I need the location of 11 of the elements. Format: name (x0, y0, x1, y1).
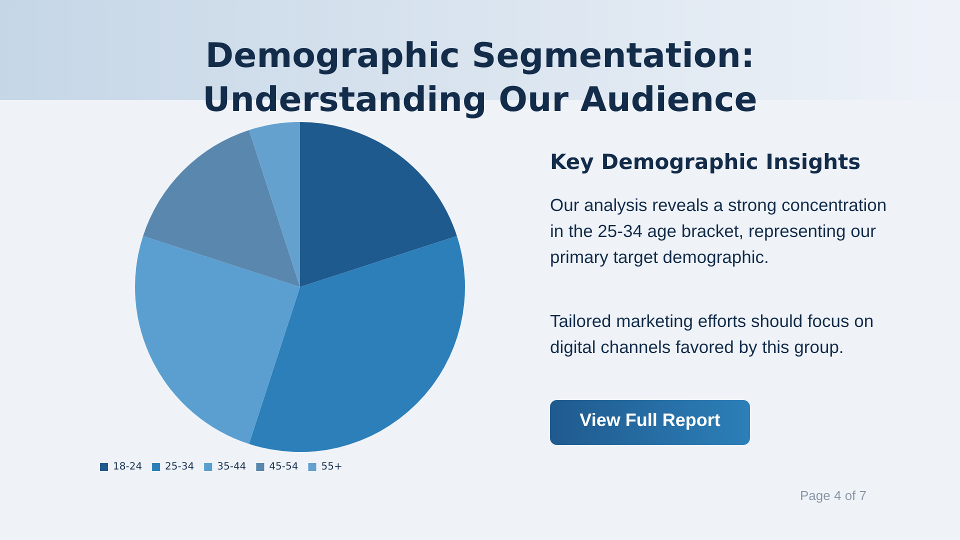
text: View Full Report (550, 400, 750, 445)
text: Tailored marketing efforts should focus on digital channels favored by this group. (550, 310, 875, 359)
text: Our analysis reveals a strong concentration in the 25-34 age bracket, representing our primary target demographic. (550, 194, 888, 269)
legend-label: 45-54 (269, 462, 298, 473)
text: Key Demographic Insights (550, 150, 861, 174)
chart-title: Demographic Segmentation: Understanding Our Audience (202, 35, 758, 122)
legend-label: 35-44 (217, 462, 246, 473)
text: Page 4 of 7 (800, 488, 866, 503)
legend-label: 55+ (321, 462, 342, 473)
legend-label: 18-24 (113, 462, 142, 473)
legend-label: 25-34 (165, 462, 194, 473)
